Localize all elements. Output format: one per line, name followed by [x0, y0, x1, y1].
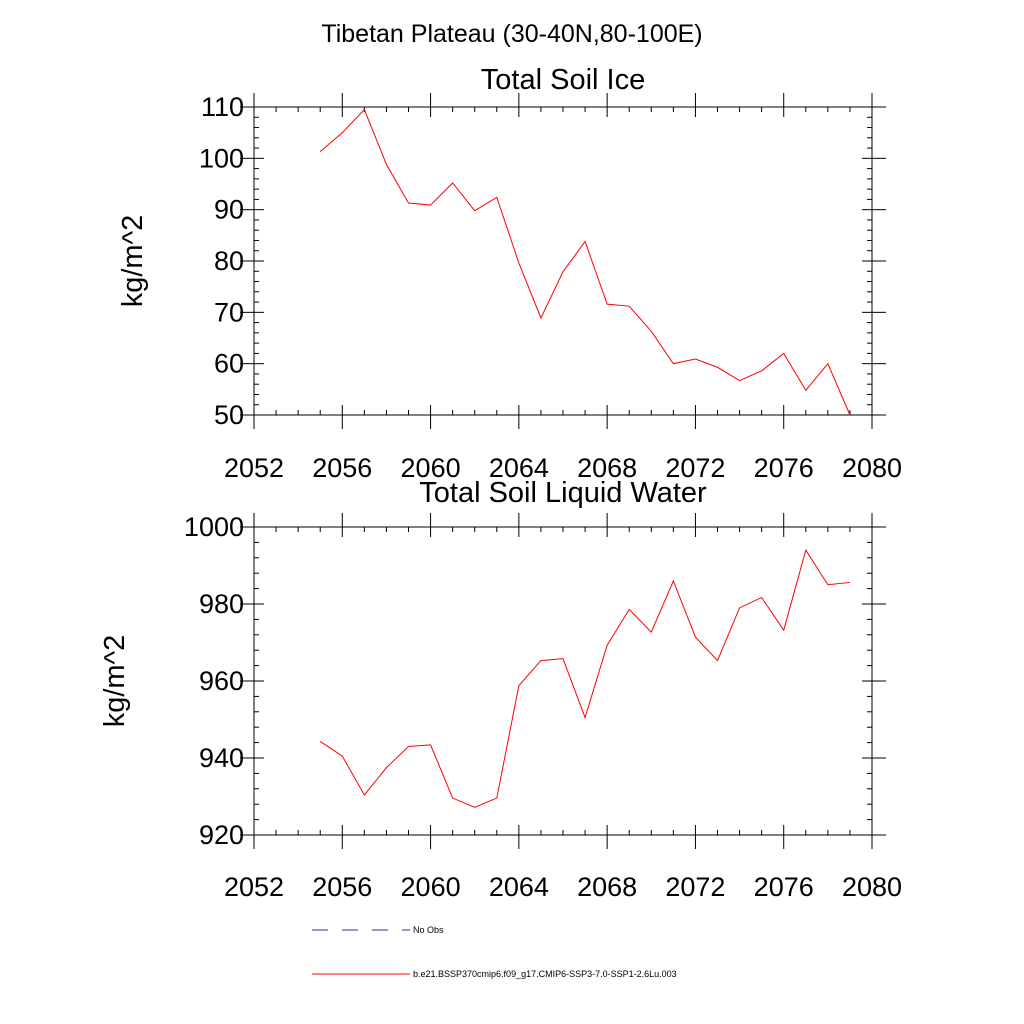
y-tick-label: 60	[214, 349, 244, 379]
y-tick-label: 1000	[184, 512, 244, 542]
y-tick-label: 980	[199, 589, 244, 619]
x-tick-label: 2068	[577, 453, 637, 483]
x-tick-label: 2056	[312, 872, 372, 902]
plot-frame	[253, 526, 873, 836]
y-axis-label: kg/m^2	[99, 635, 131, 728]
x-tick-label: 2068	[577, 872, 637, 902]
y-tick-label: 920	[199, 820, 244, 850]
x-tick-label: 2064	[489, 872, 549, 902]
plot-frame	[253, 106, 873, 416]
chart-panels: Total Soil Ice kg/m^2 2052 2056 2060 2064 2068…	[99, 64, 902, 902]
x-tick-label: 2052	[224, 872, 284, 902]
chart-title: Total Soil Ice	[481, 64, 645, 96]
y-tick-label: 80	[214, 246, 244, 276]
chart-panel-2: Total Soil Liquid Water kg/m^2 2052 2056 206…	[99, 477, 902, 902]
y-axis-label: kg/m^2	[117, 215, 149, 308]
x-tick-label: 2064	[489, 453, 549, 483]
x-tick-label: 2060	[401, 872, 461, 902]
x-tick-label: 2076	[754, 872, 814, 902]
x-tick-label: 2052	[224, 453, 284, 483]
y-tick-label: 110	[201, 92, 244, 122]
y-tick-label: 960	[199, 666, 244, 696]
legend: No Obs b.e21.BSSP370cmip6.f09_g17.CMIP6-…	[312, 925, 677, 979]
y-tick-label: 70	[214, 297, 244, 327]
y-tick-label: 940	[199, 743, 244, 773]
chart-panel-1: Total Soil Ice kg/m^2 2052 2056 2060 2064 2068…	[117, 64, 902, 483]
x-tick-label: 2076	[754, 453, 814, 483]
figure-suptitle: Tibetan Plateau (30-40N,80-100E)	[321, 20, 702, 48]
x-tick-label: 2072	[665, 453, 725, 483]
y-tick-label: 100	[199, 143, 244, 173]
x-tick-label: 2056	[312, 453, 372, 483]
series-line-1	[319, 108, 851, 416]
series-line-1	[319, 548, 850, 808]
legend-no-obs-label: No Obs	[413, 925, 444, 935]
y-tick-label: 90	[214, 195, 244, 225]
y-tick-label: 50	[214, 400, 244, 430]
x-tick-label: 2072	[665, 872, 725, 902]
legend-series-label: b.e21.BSSP370cmip6.f09_g17.CMIP6-SSP3-7.…	[413, 969, 677, 979]
x-tick-label: 2080	[842, 453, 902, 483]
chart-title: Total Soil Liquid Water	[419, 477, 707, 509]
x-tick-label: 2080	[842, 872, 902, 902]
x-tick-label: 2060	[401, 453, 461, 483]
